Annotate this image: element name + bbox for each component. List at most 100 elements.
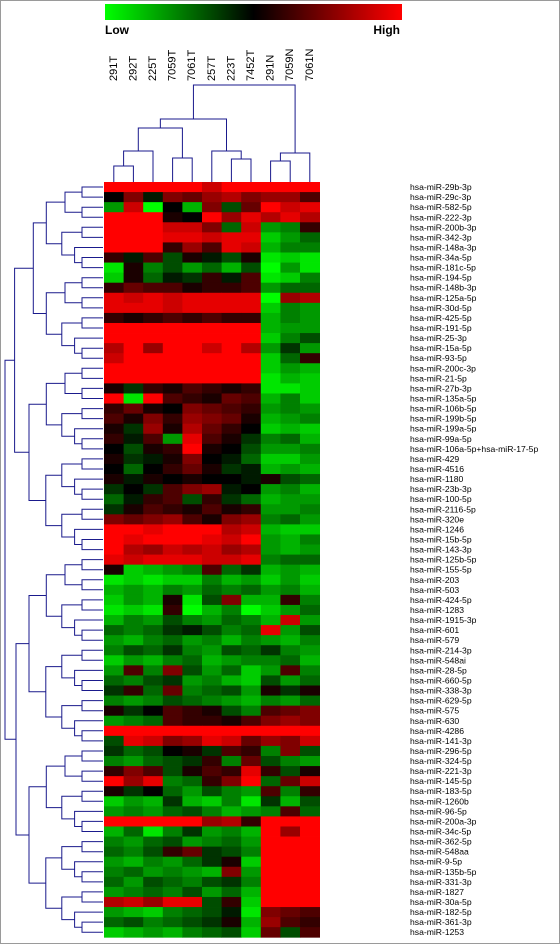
heatmap-cell	[221, 333, 242, 344]
heatmap-cell	[162, 584, 183, 596]
heatmap-cell	[221, 484, 242, 495]
heatmap-cell	[104, 685, 124, 696]
row-dendrogram-branch	[64, 755, 82, 777]
column-label: 292T	[127, 56, 139, 81]
heatmap-cell	[143, 745, 164, 757]
heatmap-cell	[123, 383, 144, 394]
heatmap-cell	[182, 645, 203, 656]
heatmap-cell	[202, 705, 222, 717]
heatmap-cell	[260, 695, 281, 707]
heatmap-cell	[123, 826, 144, 837]
heatmap-cell	[241, 675, 262, 686]
heatmap-cell	[260, 806, 281, 817]
column-label: 223T	[225, 56, 237, 81]
heatmap-cell	[300, 776, 320, 787]
heatmap-cell	[182, 232, 203, 243]
heatmap-cell	[280, 252, 301, 263]
heatmap-cell	[104, 856, 124, 868]
heatmap-cell	[182, 635, 203, 646]
heatmap-cell	[300, 766, 320, 777]
row-label: hsa-miR-15a-5p	[410, 343, 472, 353]
heatmap-cell	[300, 896, 320, 908]
heatmap-cell	[241, 413, 262, 425]
row-label: hsa-miR-1180	[410, 474, 464, 484]
heatmap-cell	[221, 896, 242, 908]
heatmap-cell	[260, 292, 281, 304]
row-dendrogram-branch	[81, 367, 103, 379]
row-dendrogram-branch	[81, 206, 103, 218]
heatmap-cell	[104, 504, 124, 515]
heatmap-cell	[202, 876, 222, 888]
heatmap-cell	[182, 846, 203, 858]
heatmap-cell	[143, 766, 164, 777]
heatmap-cell	[221, 907, 242, 918]
heatmap-cell	[123, 494, 144, 505]
heatmap-cell	[221, 373, 242, 384]
heatmap-cell	[162, 594, 183, 606]
heatmap-cell	[104, 333, 124, 344]
heatmap-cell	[182, 282, 203, 294]
heatmap-cell	[241, 745, 262, 757]
heatmap-cell	[143, 433, 164, 445]
heatmap-cell	[182, 796, 203, 807]
heatmap-cell	[280, 504, 301, 515]
heatmap-cell	[143, 675, 164, 686]
heatmap-cell	[280, 856, 301, 868]
row-label: hsa-miR-194-5p	[410, 273, 472, 283]
heatmap-cell	[182, 504, 203, 515]
heatmap-cell	[143, 272, 164, 284]
heatmap-cell	[202, 433, 222, 445]
row-dendrogram-branch	[81, 680, 103, 691]
heatmap-cell	[300, 262, 320, 274]
heatmap-cell	[123, 806, 144, 817]
row-label: hsa-miR-660-5p	[410, 675, 472, 685]
row-dendrogram-branch	[74, 810, 103, 827]
heatmap-cell	[260, 544, 281, 555]
heatmap-cell	[241, 403, 262, 415]
heatmap-cell	[143, 383, 164, 394]
heatmap-cell	[143, 625, 164, 636]
heatmap-cell	[143, 876, 164, 888]
heatmap-cell	[221, 322, 242, 334]
heatmap-cell	[280, 534, 301, 545]
heatmap-cell	[300, 655, 320, 666]
heatmap-cell	[143, 252, 164, 263]
heatmap-cell	[260, 796, 281, 807]
heatmap-cell	[104, 635, 124, 646]
heatmap-cell	[280, 896, 301, 908]
heatmap-cell	[280, 433, 301, 445]
heatmap-cell	[162, 776, 183, 787]
heatmap-cell	[104, 675, 124, 686]
row-dendrogram	[4, 186, 103, 933]
heatmap-cell	[221, 806, 242, 817]
heatmap-cell	[260, 413, 281, 425]
heatmap-cell	[260, 524, 281, 535]
heatmap-cell	[162, 333, 183, 344]
row-label: hsa-miR-9-5p	[410, 857, 462, 867]
heatmap-cell	[241, 353, 262, 364]
heatmap-cell	[300, 866, 320, 878]
heatmap-cell	[280, 403, 301, 415]
heatmap-cell	[123, 534, 144, 545]
heatmap-cell	[202, 544, 222, 555]
row-label: hsa-miR-503	[410, 585, 459, 595]
row-label: hsa-miR-199a-5p	[410, 424, 477, 434]
heatmap-cell	[182, 685, 203, 696]
heatmap-cell	[182, 776, 203, 787]
row-dendrogram-branch	[45, 474, 62, 527]
heatmap-cell	[143, 725, 164, 737]
heatmap-cell	[143, 494, 164, 505]
heatmap-cell	[241, 222, 262, 233]
heatmap-cell	[280, 886, 301, 898]
heatmap-cell	[221, 312, 242, 324]
heatmap-cell	[202, 665, 222, 676]
row-dendrogram-branch	[61, 795, 82, 820]
heatmap-cell	[182, 675, 203, 686]
heatmap-cell	[104, 423, 124, 435]
heatmap-cell	[202, 917, 222, 928]
heatmap-cell	[280, 443, 301, 455]
heatmap-cell	[182, 735, 203, 747]
heatmap-cell	[221, 856, 242, 868]
heatmap-cell	[182, 192, 203, 203]
heatmap-cell	[221, 786, 242, 797]
